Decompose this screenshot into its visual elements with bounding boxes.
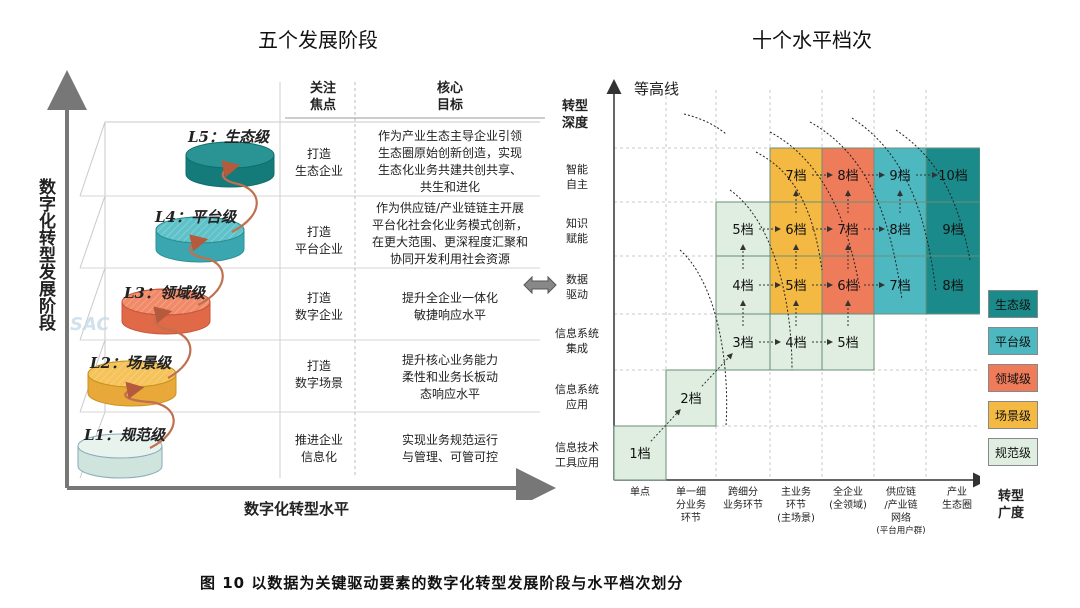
tier-cell-label: 9档 xyxy=(889,169,910,184)
focus-l3: 打造 数字企业 xyxy=(294,291,343,322)
watermark: SAC xyxy=(70,314,110,335)
tier-cell-label: 6档 xyxy=(785,223,806,238)
focus-l2: 打造 数字场景 xyxy=(294,359,343,390)
depth-axis-title: 转型 深度 xyxy=(562,99,589,131)
depth-cat-5: 知识 赋能 xyxy=(566,217,588,245)
level-label-l1: L1：规范级 xyxy=(84,426,165,444)
level-label-l2: L2：场景级 xyxy=(90,354,171,372)
legend-item: 规范级 xyxy=(988,438,1038,466)
breadth-cat-5: 全企业 (全领域) xyxy=(829,487,867,511)
contour-label: 等高线 xyxy=(634,80,680,98)
level-label-l3: L3：领域级 xyxy=(124,284,205,302)
left-title: 五个发展阶段 xyxy=(258,28,378,52)
tier-cell-label: 7档 xyxy=(785,169,806,184)
tier-cell-label: 7档 xyxy=(837,223,858,238)
depth-cat-6: 智能 自主 xyxy=(566,163,588,191)
goal-l2: 提升核心业务能力 柔性和业务长板动 态响应水平 xyxy=(401,353,498,401)
tier-cell-label: 9档 xyxy=(942,223,963,238)
legend-item: 场景级 xyxy=(988,401,1038,429)
legend-item: 平台级 xyxy=(988,327,1038,355)
focus-l4: 打造 平台企业 xyxy=(294,225,343,256)
goal-l4: 作为供应链/产业链链主开展 平台化社会化业务模式创新， 在更大范围、更深程度汇聚… xyxy=(371,201,528,266)
tier-cell-label: 5档 xyxy=(732,223,753,238)
tier-cell-label: 4档 xyxy=(732,279,753,294)
tier-cell-label: 5档 xyxy=(837,336,858,351)
depth-cat-2: 信息系统 应用 xyxy=(555,383,599,411)
level-label-l5: L5：生态级 xyxy=(188,128,269,146)
focus-l5: 打造 生态企业 xyxy=(294,147,343,178)
depth-cat-3: 信息系统 集成 xyxy=(555,327,599,355)
figure-caption: 图 10 以数据为关键驱动要素的数字化转型发展阶段与水平档次划分 xyxy=(200,574,684,592)
breadth-cat-1: 单点 xyxy=(630,487,650,498)
legend-item: 领域级 xyxy=(988,364,1038,392)
tier-cell-label: 5档 xyxy=(785,279,806,294)
tier-cell-label: 4档 xyxy=(785,336,806,351)
progression-arrow xyxy=(701,352,733,387)
goal-l1: 实现业务规范运行 与管理、可管可控 xyxy=(401,433,498,464)
header-goal: 核心 目标 xyxy=(436,81,463,113)
tier-cell-label: 8档 xyxy=(889,223,910,238)
goal-l5: 作为产业生态主导企业引领 生态圈原始创新创造，实现 生态化业务共建共创共享、 共… xyxy=(377,129,522,194)
tier-cell-label: 2档 xyxy=(680,392,701,407)
stage-diagram: SAC xyxy=(47,70,556,500)
tier-cell-label: 10档 xyxy=(938,169,968,184)
legend: 生态级 平台级 领域级 场景级 规范级 xyxy=(988,290,1038,466)
cylinder-l1 xyxy=(77,433,163,479)
tier-cell xyxy=(613,425,667,481)
tier-cell-label: 8档 xyxy=(942,279,963,294)
breadth-cat-7: 产业 生态圈 xyxy=(942,487,972,511)
depth-cat-4: 数据 驱动 xyxy=(566,273,588,301)
cylinder-l2 xyxy=(87,360,177,407)
breadth-cat-2: 单一细 分业务 环节 xyxy=(676,487,706,524)
legend-item: 生态级 xyxy=(988,290,1038,318)
progression-arrow xyxy=(650,408,681,442)
double-arrow xyxy=(523,275,557,295)
breadth-axis-title: 转型 广度 xyxy=(998,489,1025,521)
tier-cell-label: 8档 xyxy=(837,169,858,184)
breadth-cat-6: 供应链 /产业链 网络 (平台用户群) xyxy=(876,487,926,536)
breadth-cat-3: 跨细分 业务环节 xyxy=(723,487,763,511)
level-label-l4: L4：平台级 xyxy=(155,208,236,226)
x-axis-label: 数字化转型水平 xyxy=(244,500,350,518)
focus-l1: 推进企业 信息化 xyxy=(294,433,343,464)
breadth-cat-4: 主业务 环节 (主场景) xyxy=(777,487,815,524)
tier-cell-label: 7档 xyxy=(889,279,910,294)
cylinder-l5 xyxy=(185,141,275,188)
tier-cell-label: 3档 xyxy=(732,336,753,351)
tier-cell-label: 1档 xyxy=(629,447,650,462)
tier-cell-label: 6档 xyxy=(837,279,858,294)
y-axis-label: 数字化转型发展阶段 xyxy=(35,178,55,331)
right-title: 十个水平档次 xyxy=(752,28,872,52)
header-focus: 关注 焦点 xyxy=(309,81,336,113)
depth-cat-1: 信息技术 工具应用 xyxy=(555,441,599,469)
tier-grid: 1档 2档 3档 4档 5档 4档 5档 6档 7档 8档 5档 6档 7档 8档 9档 7档 8档 9档 10档 xyxy=(606,79,980,488)
goal-l3: 提升全企业一体化 敏捷响应水平 xyxy=(401,291,498,322)
